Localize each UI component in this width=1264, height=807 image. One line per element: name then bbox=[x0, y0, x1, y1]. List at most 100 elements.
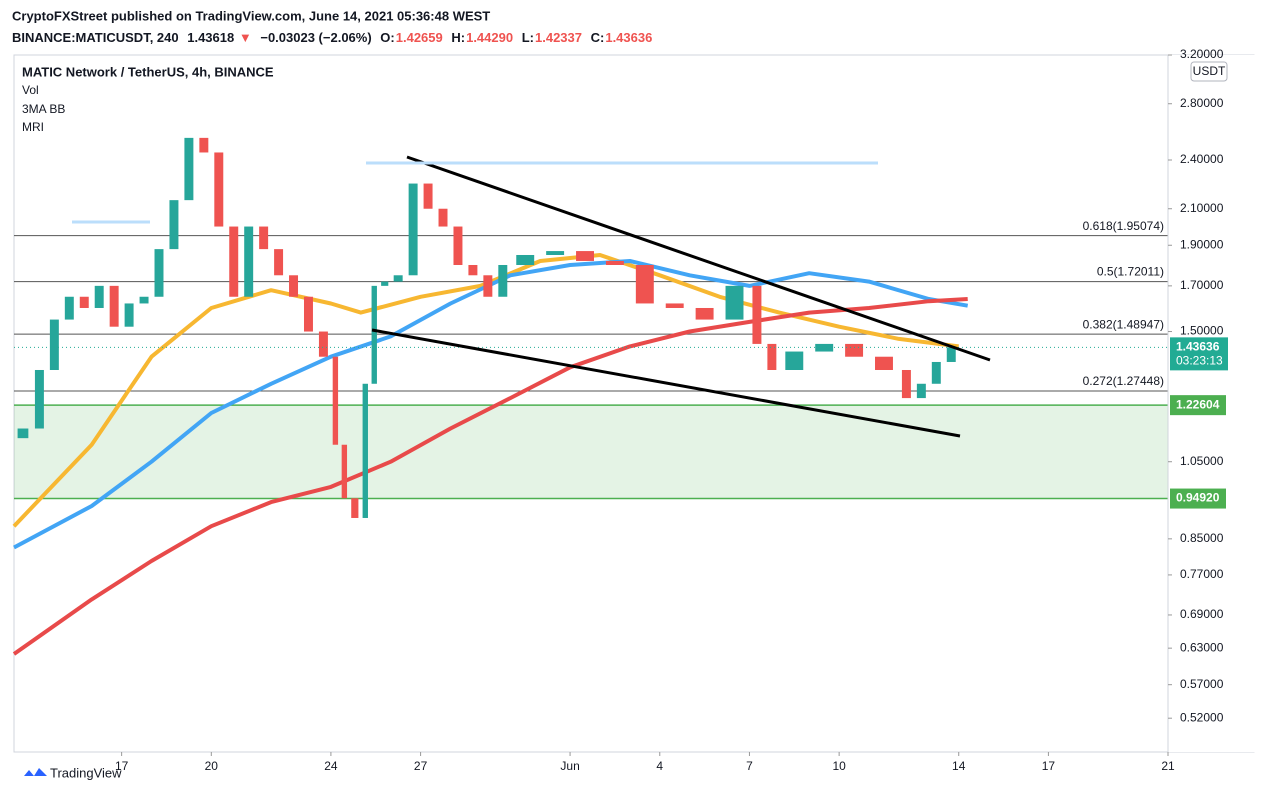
candle bbox=[546, 251, 565, 255]
y-tick-label: 0.69000 bbox=[1180, 607, 1224, 621]
logo bbox=[14, 768, 47, 776]
candle bbox=[695, 307, 714, 320]
candle bbox=[752, 285, 762, 344]
candle bbox=[318, 331, 328, 357]
candle bbox=[274, 249, 284, 276]
candle bbox=[124, 303, 134, 327]
candle bbox=[875, 356, 893, 370]
candle bbox=[785, 351, 804, 370]
x-tick-label: 24 bbox=[324, 759, 338, 773]
y-tick-label: 2.10000 bbox=[1180, 201, 1224, 215]
candle bbox=[362, 383, 368, 518]
zone-price-box bbox=[1170, 488, 1226, 509]
candle bbox=[725, 285, 744, 320]
candle bbox=[901, 369, 911, 399]
x-tick-label: Jun bbox=[560, 759, 579, 773]
symbol: BINANCE:MATICUSDT, 240 bbox=[12, 30, 179, 45]
trendline bbox=[406, 155, 991, 362]
plot: 0.618(1.95074) 0.5(1.72011) 0.382(1.48947)… bbox=[12, 137, 1168, 656]
y-tick-label: 2.40000 bbox=[1180, 152, 1224, 166]
candle bbox=[468, 264, 478, 276]
zone-price-label: 1.22604 bbox=[1176, 397, 1220, 411]
moving-average bbox=[12, 253, 959, 528]
x-tick-label: 20 bbox=[205, 759, 219, 773]
close: 1.43636 bbox=[605, 30, 652, 45]
candle bbox=[289, 275, 299, 297]
candle bbox=[931, 361, 941, 384]
y-tick-label: 1.50000 bbox=[1180, 324, 1224, 338]
legend-entry: MRI bbox=[22, 120, 44, 134]
candle bbox=[199, 137, 209, 153]
candle bbox=[214, 152, 224, 227]
candle bbox=[453, 226, 463, 265]
candle bbox=[815, 343, 834, 352]
candle bbox=[408, 183, 418, 276]
high: 1.44290 bbox=[466, 30, 513, 45]
y-tick-label: 1.70000 bbox=[1180, 278, 1224, 292]
candle bbox=[665, 303, 684, 308]
fib-label: 0.618(1.95074) bbox=[1083, 219, 1164, 233]
candle bbox=[371, 285, 377, 384]
open-label: O: bbox=[380, 30, 394, 45]
candle bbox=[244, 226, 254, 297]
candle bbox=[332, 356, 339, 445]
x-tick-label: 21 bbox=[1161, 759, 1175, 773]
x-tick-label: 17 bbox=[115, 759, 129, 773]
axes: 1.22604 0.94920 3.20000 2.80000 2.40000 2.100… bbox=[115, 47, 1228, 773]
currency: USDT bbox=[1193, 64, 1226, 78]
x-tick-label: 10 bbox=[832, 759, 846, 773]
legend-entry: Vol bbox=[22, 83, 39, 97]
candle bbox=[303, 296, 313, 332]
candle bbox=[34, 369, 44, 429]
candle bbox=[516, 254, 535, 265]
candle bbox=[154, 249, 164, 297]
candle bbox=[64, 296, 74, 320]
y-tick-label: 0.63000 bbox=[1180, 640, 1224, 654]
moving-average bbox=[12, 297, 968, 656]
x-tick-label: 27 bbox=[414, 759, 428, 773]
low: 1.42337 bbox=[535, 30, 582, 45]
candle bbox=[49, 319, 59, 370]
candle bbox=[184, 137, 194, 201]
y-tick-label: 0.85000 bbox=[1180, 531, 1224, 545]
candle bbox=[381, 281, 389, 286]
candle bbox=[351, 498, 359, 518]
candle bbox=[259, 226, 269, 250]
candle bbox=[169, 200, 179, 250]
last-price-box bbox=[1170, 337, 1228, 371]
trendline bbox=[371, 328, 961, 438]
change: −0.03023 (−2.06%) bbox=[260, 30, 371, 45]
publisher: CryptoFXStreet published on TradingView.… bbox=[12, 8, 490, 23]
countdown: 03:23:13 bbox=[1176, 354, 1223, 368]
support-zone bbox=[14, 405, 1168, 499]
high-label: H: bbox=[451, 30, 465, 45]
y-tick-label: 0.52000 bbox=[1180, 710, 1224, 724]
open: 1.42659 bbox=[396, 30, 443, 45]
fib-label: 0.382(1.48947) bbox=[1083, 317, 1164, 331]
y-tick-label: 0.57000 bbox=[1180, 677, 1224, 691]
legend-entry: MATIC Network / TetherUS, 4h, BINANCE bbox=[22, 64, 274, 79]
symbol-line: BINANCE:MATICUSDT, 240 1.43618 ▼ −0.0302… bbox=[12, 30, 652, 45]
x-tick-label: 17 bbox=[1042, 759, 1056, 773]
x-tick-label: 7 bbox=[746, 759, 753, 773]
y-tick-label: 1.05000 bbox=[1180, 454, 1224, 468]
zone-price-box bbox=[1170, 395, 1226, 416]
y-tick-label: 0.77000 bbox=[1180, 567, 1224, 581]
candle bbox=[498, 264, 508, 297]
footer: TradingView bbox=[50, 765, 122, 780]
moving-average bbox=[13, 259, 969, 550]
candle bbox=[393, 275, 403, 282]
candle bbox=[767, 343, 777, 370]
candle bbox=[341, 444, 348, 499]
fib-label: 0.5(1.72011) bbox=[1097, 265, 1164, 279]
candle bbox=[635, 264, 654, 304]
candle bbox=[845, 343, 864, 357]
y-tick-label: 2.80000 bbox=[1180, 96, 1224, 110]
currency-box bbox=[1190, 61, 1228, 82]
candle bbox=[946, 347, 956, 362]
candle bbox=[576, 251, 594, 261]
candle bbox=[423, 183, 433, 209]
legend: MATIC Network / TetherUS, 4h, BINANCE Vo… bbox=[22, 64, 274, 134]
